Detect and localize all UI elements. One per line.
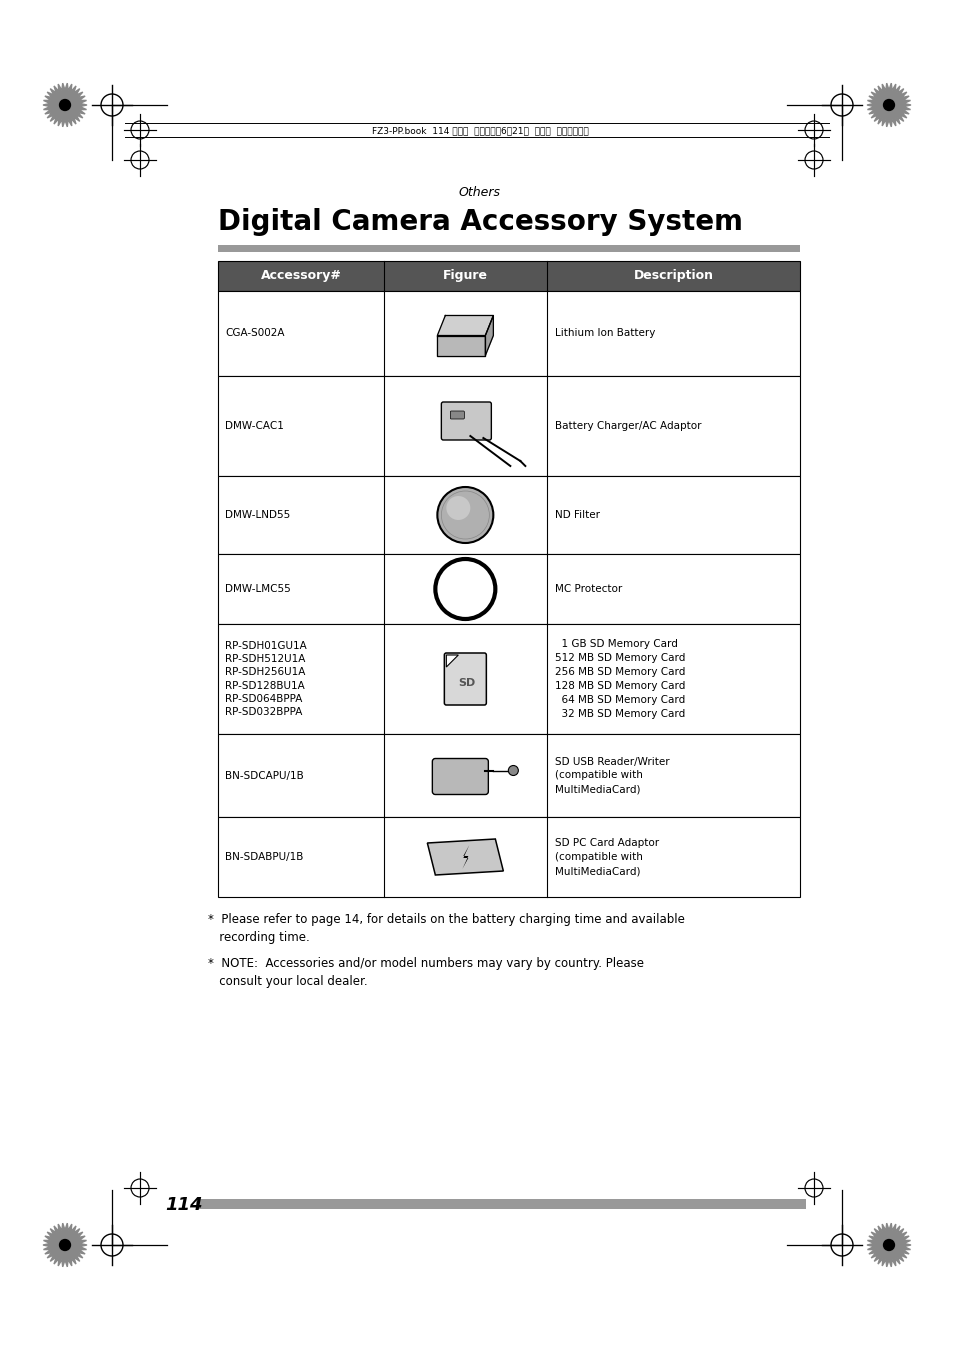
FancyBboxPatch shape [218,735,800,817]
FancyBboxPatch shape [432,759,488,794]
FancyBboxPatch shape [218,476,800,554]
Polygon shape [43,84,87,127]
Text: *  NOTE:  Accessories and/or model numbers may vary by country. Please
   consul: * NOTE: Accessories and/or model numbers… [208,957,643,988]
Text: MC Protector: MC Protector [555,584,621,594]
Circle shape [446,496,470,520]
Text: FZ3-PP.book  114 ページ  ２００４年6月21日  月曜日  午後７晌６分: FZ3-PP.book 114 ページ ２００４年6月21日 月曜日 午後７晌６… [372,127,588,136]
Circle shape [59,1239,71,1251]
FancyBboxPatch shape [450,411,464,419]
Text: SD USB Reader/Writer
(compatible with
MultiMediaCard): SD USB Reader/Writer (compatible with Mu… [555,756,669,794]
Polygon shape [427,838,503,875]
Polygon shape [436,315,493,336]
Circle shape [508,766,517,775]
FancyBboxPatch shape [441,402,491,439]
Text: RP-SDH01GU1A
RP-SDH512U1A
RP-SDH256U1A
RP-SD128BU1A
RP-SD064BPPA
RP-SD032BPPA: RP-SDH01GU1A RP-SDH512U1A RP-SDH256U1A R… [225,642,307,717]
Circle shape [436,487,493,543]
Polygon shape [866,1223,910,1267]
Polygon shape [485,315,493,356]
Polygon shape [43,1223,87,1267]
Text: SD PC Card Adaptor
(compatible with
MultiMediaCard): SD PC Card Adaptor (compatible with Mult… [555,838,659,876]
Text: Others: Others [458,186,500,198]
Text: 114: 114 [165,1196,202,1215]
FancyBboxPatch shape [444,652,486,705]
Polygon shape [866,84,910,127]
Text: DMW-CAC1: DMW-CAC1 [225,421,284,431]
FancyBboxPatch shape [218,376,800,476]
Text: Digital Camera Accessory System: Digital Camera Accessory System [218,208,742,236]
Text: 1 GB SD Memory Card
512 MB SD Memory Card
256 MB SD Memory Card
128 MB SD Memory: 1 GB SD Memory Card 512 MB SD Memory Car… [555,639,684,718]
Polygon shape [446,655,457,667]
Text: BN-SDABPU/1B: BN-SDABPU/1B [225,852,303,861]
FancyBboxPatch shape [218,554,800,624]
Circle shape [435,559,495,619]
FancyBboxPatch shape [218,624,800,735]
Text: Accessory#: Accessory# [260,270,341,283]
Polygon shape [462,845,469,869]
Circle shape [59,98,71,111]
Text: Battery Charger/AC Adaptor: Battery Charger/AC Adaptor [555,421,700,431]
Text: DMW-LMC55: DMW-LMC55 [225,584,291,594]
Text: BN-SDCAPU/1B: BN-SDCAPU/1B [225,771,303,780]
FancyBboxPatch shape [195,1198,805,1209]
Text: Figure: Figure [442,270,487,283]
Text: *  Please refer to page 14, for details on the battery charging time and availab: * Please refer to page 14, for details o… [208,913,684,944]
FancyBboxPatch shape [218,291,800,376]
FancyBboxPatch shape [218,262,800,291]
Circle shape [882,98,894,111]
Text: SD: SD [458,678,476,687]
Text: CGA-S002A: CGA-S002A [225,329,284,338]
Polygon shape [436,336,485,356]
Text: Description: Description [633,270,713,283]
FancyBboxPatch shape [218,245,800,252]
Text: Lithium Ion Battery: Lithium Ion Battery [555,329,655,338]
FancyBboxPatch shape [218,817,800,896]
Text: ND Filter: ND Filter [555,510,599,520]
Circle shape [882,1239,894,1251]
Text: DMW-LND55: DMW-LND55 [225,510,290,520]
